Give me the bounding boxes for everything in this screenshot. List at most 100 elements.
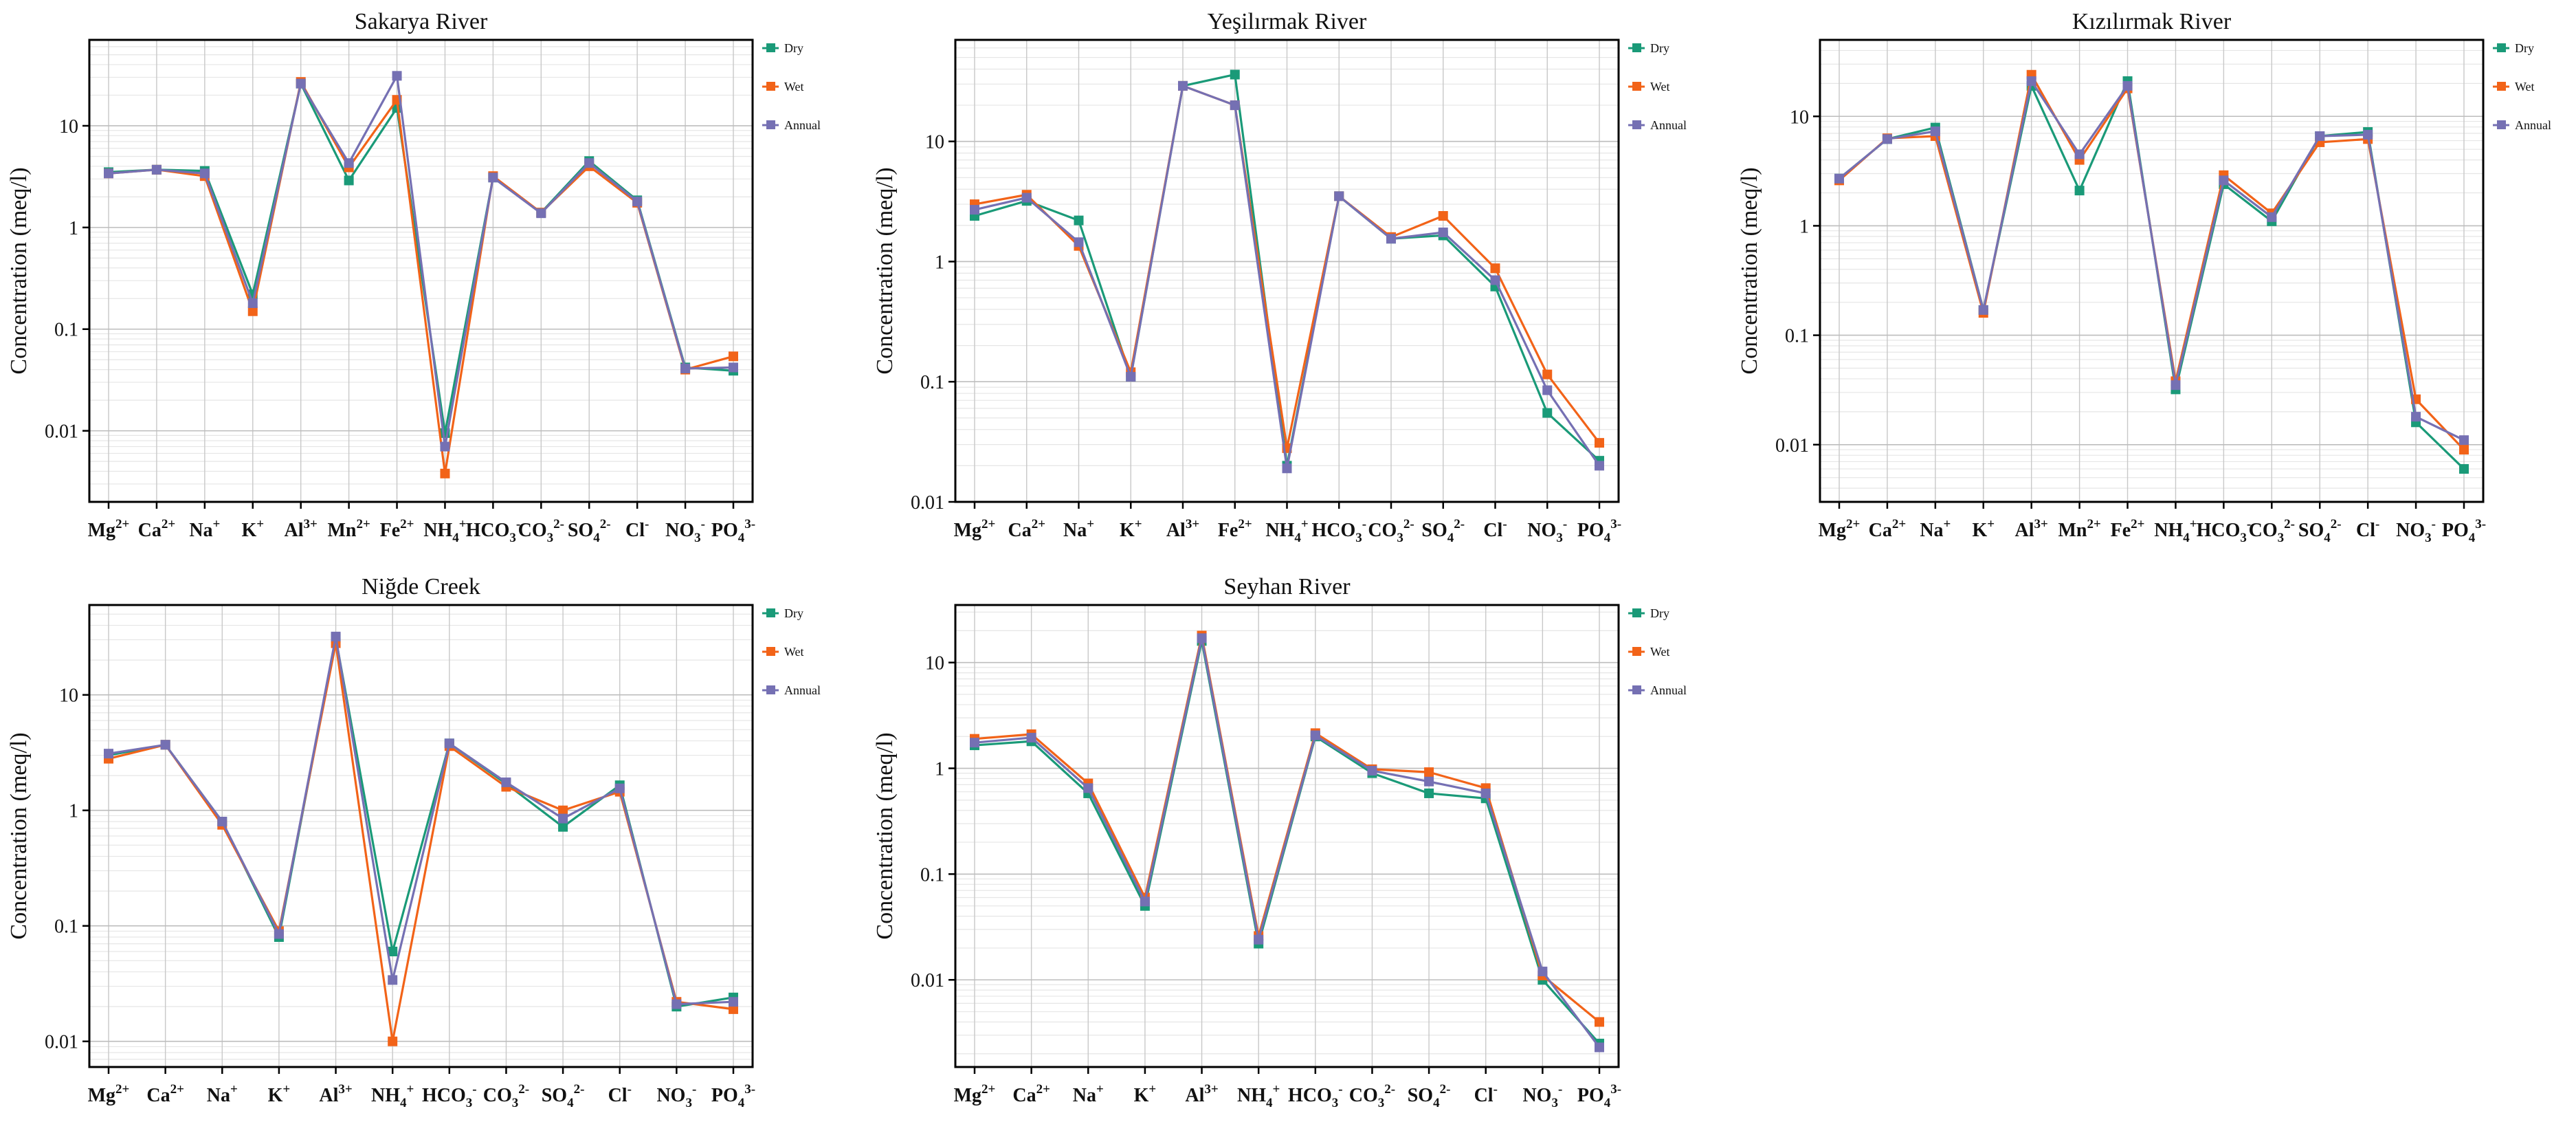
x-tick-label: Na+ <box>189 517 220 541</box>
y-tick-label: 10 <box>925 653 944 674</box>
legend-marker <box>2497 82 2506 91</box>
legend-label: Annual <box>1650 683 1687 697</box>
x-tick-label: CO32- <box>1368 517 1414 545</box>
legend-marker <box>1632 685 1641 694</box>
data-point-annual <box>1197 633 1207 644</box>
data-point-annual <box>104 749 113 759</box>
data-point-wet <box>729 1004 738 1014</box>
data-point-dry <box>1074 215 1084 226</box>
data-point-dry <box>2074 186 2085 196</box>
data-point-annual <box>729 997 738 1007</box>
x-tick-label: Mg2+ <box>1819 517 1861 541</box>
x-tick-label: Cl- <box>608 1082 632 1106</box>
data-point-annual <box>632 197 643 207</box>
x-tick-label: K+ <box>241 517 264 541</box>
y-axis-label: Concentration (meq/l) <box>872 732 898 939</box>
data-point-annual <box>584 158 595 168</box>
y-axis-label: Concentration (meq/l) <box>6 732 32 939</box>
data-point-annual <box>1480 788 1491 798</box>
data-point-annual <box>1282 463 1292 474</box>
data-point-annual <box>1537 967 1548 977</box>
x-tick-label: NO3- <box>2396 517 2436 545</box>
x-tick-label: CO32- <box>518 517 564 545</box>
x-tick-label: PO43- <box>2442 517 2486 545</box>
legend-label: Dry <box>1650 606 1669 620</box>
series-line-wet <box>974 634 1601 1023</box>
legend-marker <box>766 120 775 129</box>
data-point-annual <box>1126 371 1136 382</box>
data-point-annual <box>1074 237 1084 248</box>
data-point-annual <box>199 168 210 179</box>
data-point-dry <box>1424 788 1434 798</box>
legend-marker <box>766 647 775 656</box>
data-point-annual <box>2074 149 2085 160</box>
y-tick-label: 1 <box>69 801 78 822</box>
legend-label: Wet <box>1650 645 1670 659</box>
x-tick-label: CO32- <box>483 1082 529 1110</box>
data-point-annual <box>1310 730 1320 740</box>
x-tick-label: Al3+ <box>285 517 318 541</box>
x-tick-label: Mn2+ <box>327 517 370 541</box>
data-point-dry <box>1542 408 1553 418</box>
data-point-annual <box>344 158 354 168</box>
data-point-annual <box>1254 934 1264 945</box>
panel-title: Yeşilırmak River <box>1208 9 1367 34</box>
x-tick-label: Ca2+ <box>146 1082 184 1106</box>
data-point-annual <box>104 168 113 179</box>
data-point-wet <box>1595 438 1604 448</box>
panel-5: 0.01 0.1 1 10 Mg2+ Ca2+ Na+ K+ Al3+ NH4+ HCO3- CO32… <box>872 574 1687 1110</box>
x-tick-label: Cl- <box>625 517 649 541</box>
y-tick-label: 0.1 <box>54 320 78 341</box>
legend-label: Dry <box>784 41 803 55</box>
x-tick-label: Al3+ <box>1185 1082 1218 1106</box>
data-point-wet <box>729 351 738 362</box>
legend-marker <box>766 43 775 52</box>
data-point-annual <box>2411 412 2421 422</box>
legend-marker <box>1632 82 1641 91</box>
x-tick-label: Na+ <box>207 1082 238 1106</box>
x-tick-label: HCO3- <box>422 1082 477 1110</box>
x-tick-label: Al3+ <box>319 1082 352 1106</box>
x-tick-label: SO42- <box>568 517 611 545</box>
y-tick-label: 0.1 <box>54 916 78 938</box>
panel-title: Kızılırmak River <box>2072 9 2232 34</box>
data-point-annual <box>1334 191 1344 201</box>
data-point-annual <box>1230 100 1240 111</box>
x-tick-label: SO42- <box>1421 517 1465 545</box>
panel-2: 0.01 0.1 1 10 Mg2+ Ca2+ Na+ K+ Al3+ Fe2+ NH4+ HCO3-… <box>872 9 1687 545</box>
data-point-annual <box>388 975 398 985</box>
panel-title: Niğde Creek <box>362 574 480 600</box>
x-tick-label: CO32- <box>1349 1082 1395 1110</box>
data-point-annual <box>2363 129 2373 140</box>
data-point-wet <box>440 468 450 478</box>
series-line-wet <box>108 80 734 475</box>
data-point-annual <box>680 364 691 374</box>
data-point-annual <box>1542 385 1553 395</box>
y-tick-label: 0.01 <box>911 970 944 991</box>
data-point-annual <box>1021 192 1032 203</box>
x-tick-label: NH4+ <box>371 1082 414 1110</box>
data-point-wet <box>2459 445 2469 455</box>
x-tick-label: NO3- <box>1527 517 1567 545</box>
data-point-annual <box>392 71 402 81</box>
data-point-wet <box>1542 369 1553 380</box>
data-point-annual <box>614 783 625 793</box>
y-tick-label: 10 <box>925 132 944 153</box>
y-axis-label: Concentration (meq/l) <box>6 167 32 374</box>
data-point-annual <box>274 929 284 939</box>
legend-marker <box>2497 43 2506 52</box>
data-point-annual <box>501 777 511 787</box>
data-point-annual <box>1595 1042 1604 1053</box>
x-tick-label: Na+ <box>1920 517 1951 541</box>
x-tick-label: NH4+ <box>1237 1082 1280 1110</box>
plot-frame <box>88 38 754 503</box>
legend-marker <box>766 82 775 91</box>
y-axis-label: Concentration (meq/l) <box>1737 167 1762 374</box>
data-point-dry <box>344 175 354 186</box>
y-tick-label: 1 <box>935 759 944 780</box>
data-point-dry <box>1230 69 1240 80</box>
legend-marker <box>1632 608 1641 617</box>
x-tick-label: Fe2+ <box>380 517 414 541</box>
